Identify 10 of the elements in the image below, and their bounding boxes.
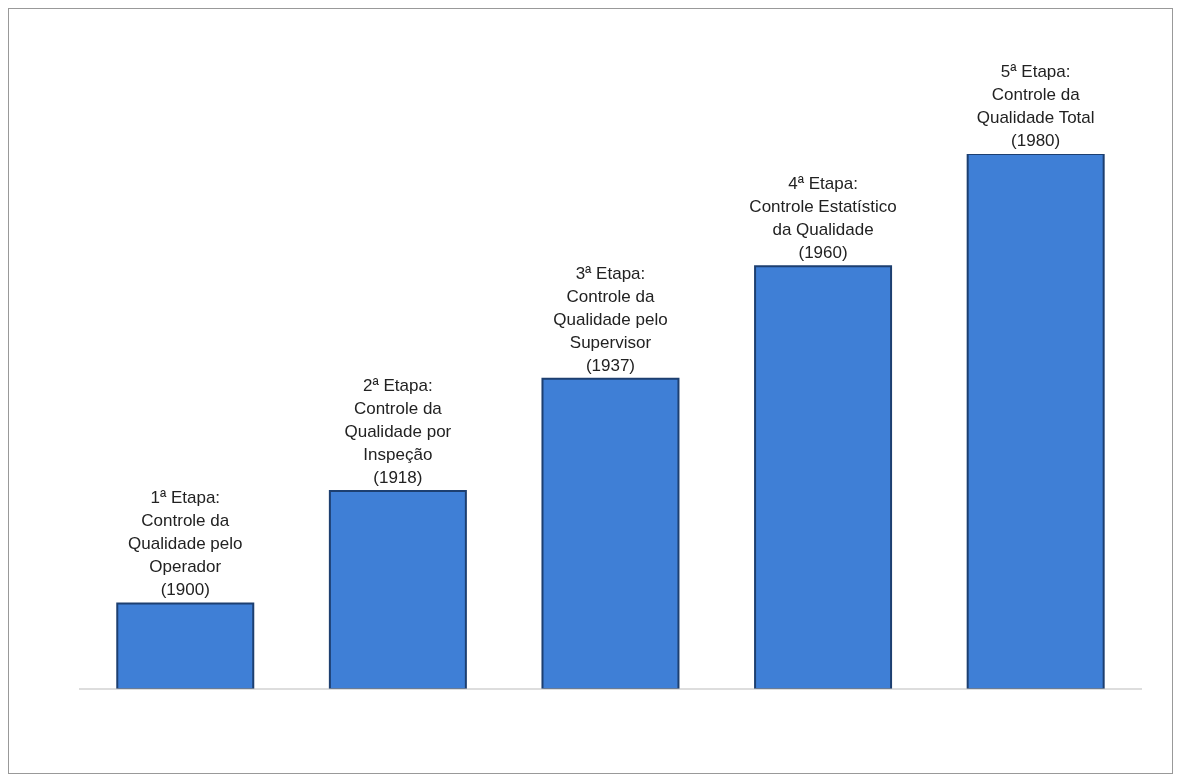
x-tick-label: 2ª Etapa: Controle da Qualidade por Inspeção (1918)	[344, 376, 452, 488]
bar	[541, 377, 680, 689]
x-tick-label: 5ª Etapa: Controle da Qualidade Total (1980)	[976, 62, 1095, 150]
bar	[754, 265, 893, 689]
x-tick-label: 4ª Etapa: Controle Estatístico da Qualidade (1960)	[749, 174, 897, 263]
x-tick-label: 3ª Etapa: Controle da Qualidade pelo Supervisor (1937)	[553, 263, 668, 375]
bar	[116, 602, 255, 689]
bar	[966, 154, 1105, 689]
bar	[328, 490, 467, 689]
x-tick-label: 1ª Etapa: Controle da Qualidade pelo Operador (1900)	[128, 488, 243, 600]
